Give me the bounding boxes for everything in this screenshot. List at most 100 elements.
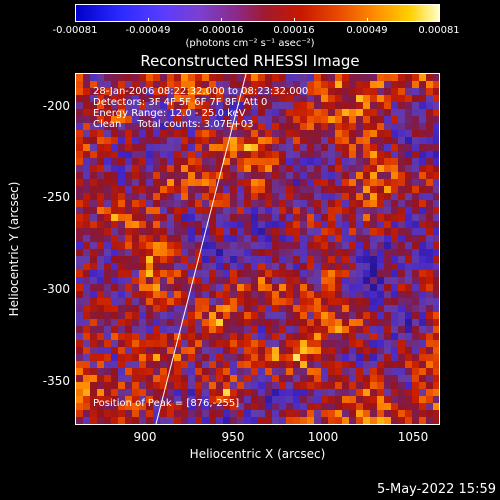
heatmap-pixel bbox=[181, 200, 188, 207]
heatmap-pixel bbox=[335, 410, 342, 417]
heatmap-pixel bbox=[160, 403, 167, 410]
heatmap-pixel bbox=[405, 109, 412, 116]
heatmap-pixel bbox=[160, 298, 167, 305]
heatmap-pixel bbox=[272, 235, 279, 242]
heatmap-pixel bbox=[265, 172, 272, 179]
heatmap-pixel bbox=[363, 417, 370, 424]
heatmap-pixel bbox=[174, 221, 181, 228]
heatmap-pixel bbox=[377, 123, 384, 130]
heatmap-pixel bbox=[146, 396, 153, 403]
heatmap-pixel bbox=[132, 256, 139, 263]
heatmap-pixel bbox=[293, 284, 300, 291]
heatmap-pixel bbox=[349, 74, 356, 81]
heatmap-pixel bbox=[195, 277, 202, 284]
heatmap-pixel bbox=[412, 151, 419, 158]
heatmap-pixel bbox=[251, 410, 258, 417]
heatmap-pixel bbox=[391, 228, 398, 235]
heatmap-pixel bbox=[83, 158, 90, 165]
heatmap-pixel bbox=[195, 235, 202, 242]
heatmap-pixel bbox=[132, 284, 139, 291]
heatmap-pixel bbox=[104, 417, 111, 424]
heatmap-pixel bbox=[265, 88, 272, 95]
heatmap-pixel bbox=[265, 214, 272, 221]
heatmap-pixel bbox=[181, 284, 188, 291]
heatmap-pixel bbox=[300, 417, 307, 424]
heatmap-pixel bbox=[237, 263, 244, 270]
heatmap-pixel bbox=[139, 214, 146, 221]
heatmap-pixel bbox=[104, 172, 111, 179]
heatmap-pixel bbox=[125, 382, 132, 389]
heatmap-pixel bbox=[377, 389, 384, 396]
heatmap-pixel bbox=[251, 207, 258, 214]
heatmap-pixel bbox=[279, 235, 286, 242]
heatmap-pixel bbox=[321, 396, 328, 403]
heatmap-pixel bbox=[279, 200, 286, 207]
heatmap-pixel bbox=[83, 95, 90, 102]
heatmap-pixel bbox=[76, 74, 83, 81]
heatmap-pixel bbox=[258, 298, 265, 305]
heatmap-pixel bbox=[314, 137, 321, 144]
heatmap-pixel bbox=[391, 312, 398, 319]
heatmap-pixel bbox=[265, 270, 272, 277]
heatmap-pixel bbox=[328, 151, 335, 158]
heatmap-pixel bbox=[174, 417, 181, 424]
heatmap-pixel bbox=[342, 214, 349, 221]
heatmap-pixel bbox=[272, 214, 279, 221]
heatmap-pixel bbox=[307, 144, 314, 151]
heatmap-pixel bbox=[195, 368, 202, 375]
heatmap-pixel bbox=[188, 193, 195, 200]
heatmap-pixel bbox=[188, 319, 195, 326]
heatmap-pixel bbox=[202, 116, 209, 123]
heatmap-pixel bbox=[90, 319, 97, 326]
heatmap-pixel bbox=[181, 158, 188, 165]
heatmap-pixel bbox=[419, 333, 426, 340]
heatmap-pixel bbox=[223, 172, 230, 179]
heatmap-pixel bbox=[279, 158, 286, 165]
heatmap-pixel bbox=[321, 165, 328, 172]
heatmap-pixel bbox=[398, 172, 405, 179]
heatmap-pixel bbox=[125, 340, 132, 347]
heatmap-pixel bbox=[349, 361, 356, 368]
heatmap-pixel bbox=[314, 214, 321, 221]
heatmap-pixel bbox=[265, 179, 272, 186]
heatmap-pixel bbox=[293, 88, 300, 95]
heatmap-pixel bbox=[97, 368, 104, 375]
heatmap-pixel bbox=[146, 326, 153, 333]
heatmap-pixel bbox=[97, 228, 104, 235]
heatmap-pixel bbox=[391, 179, 398, 186]
heatmap-pixel bbox=[223, 347, 230, 354]
heatmap-pixel bbox=[237, 382, 244, 389]
heatmap-pixel bbox=[223, 410, 230, 417]
heatmap-pixel bbox=[328, 144, 335, 151]
heatmap-pixel bbox=[244, 354, 251, 361]
heatmap-pixel bbox=[384, 270, 391, 277]
heatmap-pixel bbox=[111, 277, 118, 284]
heatmap-pixel bbox=[209, 109, 216, 116]
heatmap-pixel bbox=[349, 403, 356, 410]
heatmap-pixel bbox=[132, 151, 139, 158]
heatmap-pixel bbox=[139, 235, 146, 242]
heatmap-pixel bbox=[342, 123, 349, 130]
heatmap-pixel bbox=[286, 368, 293, 375]
heatmap-pixel bbox=[216, 270, 223, 277]
heatmap-pixel bbox=[83, 417, 90, 424]
heatmap-pixel bbox=[90, 284, 97, 291]
heatmap-pixel bbox=[321, 298, 328, 305]
heatmap-pixel bbox=[244, 214, 251, 221]
heatmap-pixel bbox=[223, 403, 230, 410]
heatmap-pixel bbox=[426, 116, 433, 123]
heatmap-pixel bbox=[202, 249, 209, 256]
heatmap-pixel bbox=[160, 361, 167, 368]
heatmap-pixel bbox=[433, 102, 439, 109]
heatmap-pixel bbox=[132, 88, 139, 95]
heatmap-pixel bbox=[167, 144, 174, 151]
heatmap-pixel bbox=[314, 319, 321, 326]
heatmap-pixel bbox=[97, 207, 104, 214]
heatmap-pixel bbox=[391, 151, 398, 158]
heatmap-pixel bbox=[202, 214, 209, 221]
heatmap-pixel bbox=[321, 333, 328, 340]
heatmap-pixel bbox=[391, 235, 398, 242]
heatmap-pixel bbox=[272, 116, 279, 123]
heatmap-pixel bbox=[132, 340, 139, 347]
heatmap-pixel bbox=[412, 368, 419, 375]
